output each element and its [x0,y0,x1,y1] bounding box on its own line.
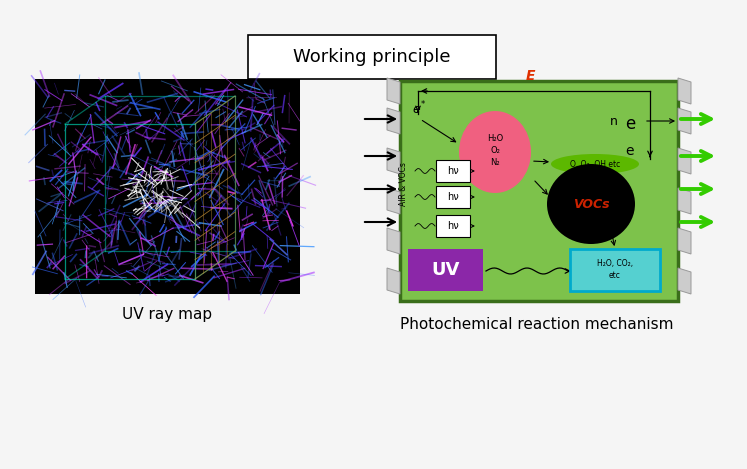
Polygon shape [678,78,691,104]
Text: VOCs: VOCs [573,197,610,211]
Text: e: e [625,144,633,158]
Text: etc: etc [609,271,621,280]
Ellipse shape [459,111,531,193]
Text: N₂: N₂ [490,158,500,166]
Text: UV: UV [431,261,459,279]
Text: e: e [412,103,420,115]
Text: H₂O: H₂O [487,134,503,143]
Text: AIR & VOCs: AIR & VOCs [400,162,409,206]
Text: hν: hν [447,192,459,202]
Ellipse shape [551,154,639,174]
Polygon shape [387,268,400,294]
Text: UV ray map: UV ray map [122,307,212,322]
Bar [570,249,660,291]
Text: H₂O, CO₂,: H₂O, CO₂, [597,258,633,267]
Bar [248,35,496,79]
Bar [35,79,300,294]
Polygon shape [387,228,400,254]
Ellipse shape [547,164,635,244]
Polygon shape [678,268,691,294]
Polygon shape [678,188,691,214]
Bar [408,249,483,291]
Text: E: E [525,69,535,83]
Bar [400,81,678,301]
Bar [436,186,470,208]
Polygon shape [387,188,400,214]
Text: Photochemical reaction mechanism: Photochemical reaction mechanism [400,317,674,332]
Polygon shape [387,78,400,104]
Bar [436,160,470,182]
Polygon shape [387,148,400,174]
Text: Working principle: Working principle [294,48,450,66]
Text: hν: hν [447,221,459,231]
Bar [436,215,470,237]
Text: O, O₃, OH etc: O, O₃, OH etc [570,159,620,168]
Text: hν: hν [447,166,459,176]
Polygon shape [387,108,400,134]
Text: n: n [610,114,618,128]
Text: e: e [625,115,635,133]
Text: O₂: O₂ [490,145,500,154]
Polygon shape [678,228,691,254]
Polygon shape [678,148,691,174]
Text: *: * [421,99,425,108]
Polygon shape [678,108,691,134]
